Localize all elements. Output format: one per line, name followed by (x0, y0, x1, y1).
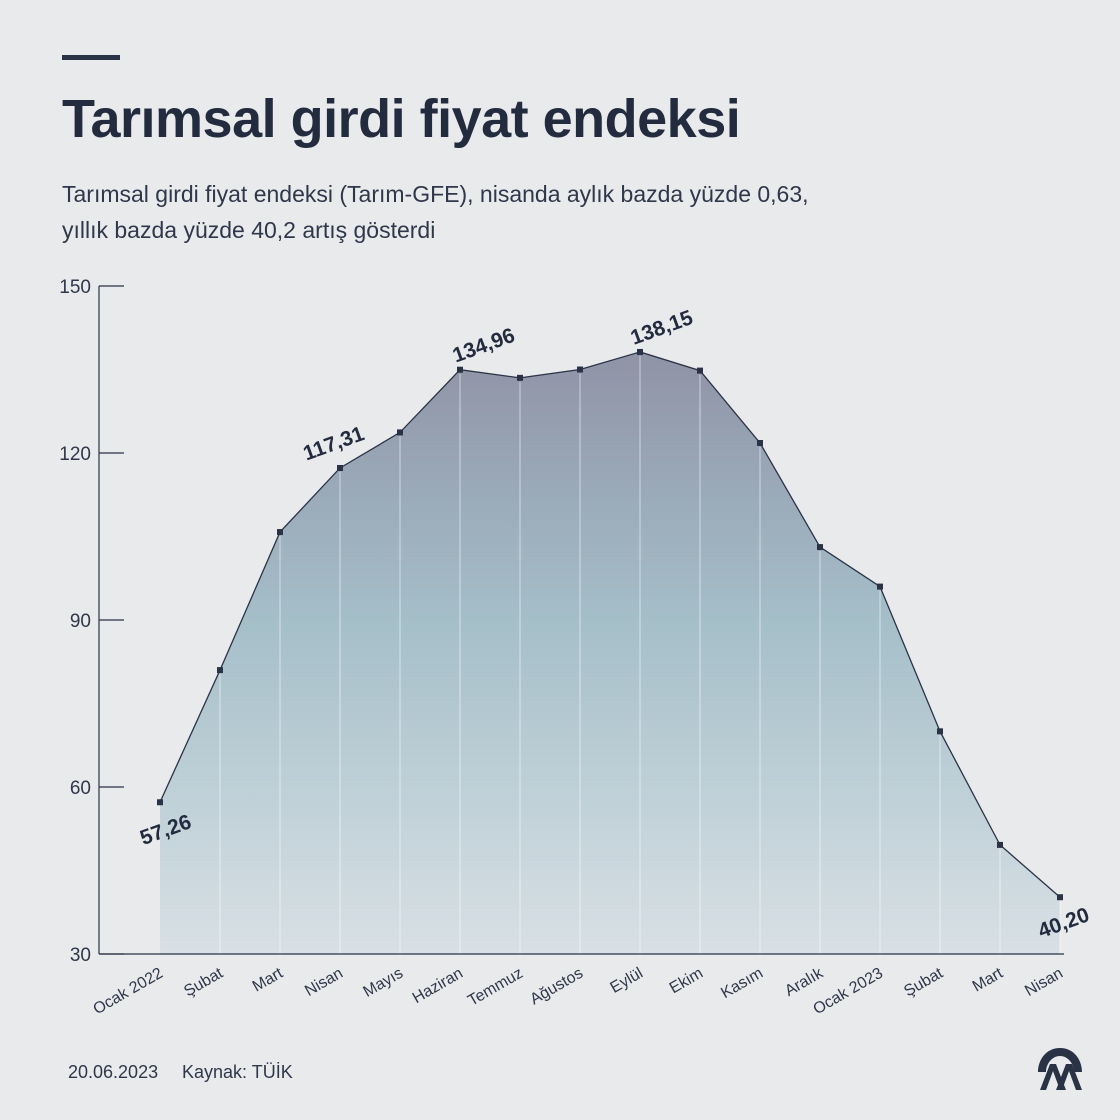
data-point (277, 529, 283, 536)
x-tick-label: Ağustos (527, 965, 586, 1009)
y-tick-label: 90 (70, 611, 91, 632)
x-tick-label: Şubat (181, 964, 226, 1000)
y-tick-label: 120 (59, 444, 91, 465)
footer-date: 20.06.2023 (68, 1062, 159, 1082)
data-point (757, 439, 763, 446)
data-point (517, 374, 523, 381)
title-accent-bar (62, 55, 120, 60)
data-point (937, 728, 943, 735)
data-label: 134,96 (450, 324, 518, 368)
x-tick-label: Mayıs (361, 965, 406, 1001)
x-tick-label: Eylül (607, 965, 646, 997)
data-label: 138,15 (628, 306, 697, 350)
y-tick-label: 30 (70, 945, 91, 966)
data-point (877, 583, 883, 590)
data-point (997, 841, 1003, 848)
data-point (397, 429, 403, 436)
subtitle-line-2: yıllık bazda yüzde 40,2 artış gösterdi (62, 217, 436, 243)
data-point (577, 366, 583, 373)
x-tick-label: Nisan (1022, 965, 1066, 1000)
footer-source: Kaynak: TÜİK (182, 1062, 293, 1082)
x-tick-label: Temmuz (465, 965, 526, 1010)
data-point (697, 367, 703, 374)
data-point (637, 348, 643, 355)
x-tick-label: Mart (970, 964, 1007, 995)
x-tick-label: Mart (250, 964, 287, 995)
x-tick-label: Ekim (667, 965, 706, 998)
series-line (159, 351, 1061, 898)
x-tick-label: Kasım (718, 965, 766, 1002)
page-subtitle: Tarımsal girdi fiyat endeksi (Tarım-GFE)… (62, 176, 962, 248)
data-point (337, 464, 343, 471)
x-tick-label: Ocak 2022 (90, 965, 166, 1018)
x-tick-label: Nisan (302, 965, 346, 1000)
page-title: Tarımsal girdi fiyat endeksi (62, 89, 741, 149)
subtitle-line-1: Tarımsal girdi fiyat endeksi (Tarım-GFE)… (62, 181, 809, 207)
y-tick-label: 150 (59, 277, 91, 298)
x-tick-label: Haziran (410, 965, 466, 1007)
data-point (157, 799, 163, 806)
x-tick-label: Şubat (901, 964, 946, 1000)
y-tick-label: 60 (70, 778, 91, 799)
area-fill (160, 351, 1060, 955)
data-point (1057, 894, 1063, 901)
data-point (217, 667, 223, 674)
data-point (457, 366, 463, 373)
data-point (817, 544, 823, 551)
aa-logo-icon (1038, 1048, 1082, 1090)
x-tick-label: Aralık (782, 964, 827, 1000)
